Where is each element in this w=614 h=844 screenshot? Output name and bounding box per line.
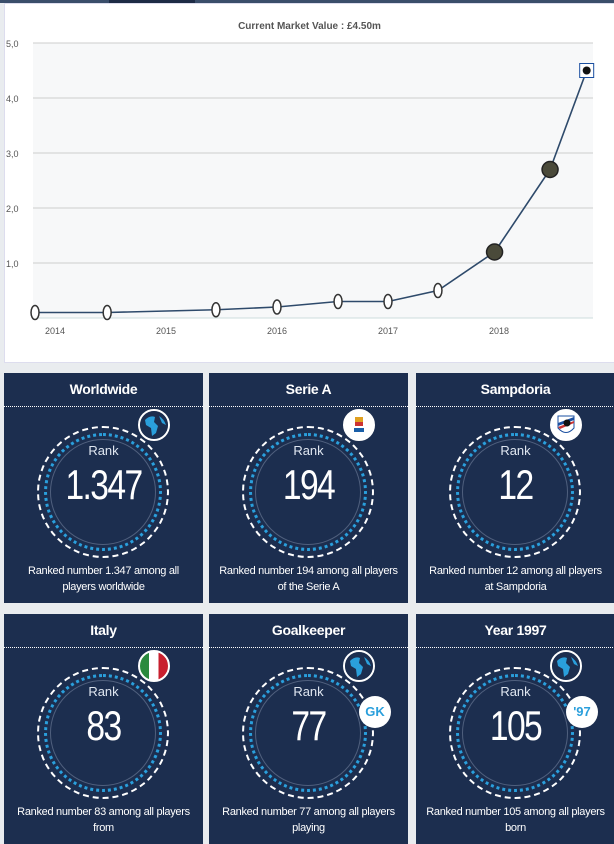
rank-ring-outer xyxy=(37,667,169,799)
rank-description: Ranked number 83 among all players from xyxy=(17,806,190,834)
rank-card-sampdoria: Sampdoria Rank 12 Ranked number 12 among… xyxy=(416,373,614,603)
rank-label: Rank xyxy=(293,443,324,458)
rank-value: 12 xyxy=(498,461,534,508)
rank-card-goalkeeper: Goalkeeper Rank 77 GK Ranked number 77 a… xyxy=(209,614,408,844)
rank-ring-progress xyxy=(44,433,162,551)
juventus-crest-marker xyxy=(102,304,112,321)
market-value-chart-panel: Current Market Value : £4.50m 5,0 4,0 3,0 2… xyxy=(4,3,614,363)
active-tab-indicator xyxy=(109,0,195,3)
rank-description: Ranked number 77 among all players playi… xyxy=(222,806,395,834)
y-tick-label: 3,0 xyxy=(6,149,19,159)
rank-card-title: Worldwide xyxy=(4,373,203,407)
x-tick-label: 2015 xyxy=(156,326,176,336)
serie-a-logo-icon xyxy=(343,409,375,441)
rank-ring-inner xyxy=(50,439,156,545)
top-nav-bar xyxy=(0,0,614,3)
juventus-crest-marker xyxy=(30,304,40,321)
rank-ring-inner xyxy=(50,680,156,786)
x-tick-label: 2016 xyxy=(267,326,287,336)
rank-ring-outer xyxy=(37,426,169,558)
market-value-chart: 5,0 4,0 3,0 2,0 1,0 2014 2015 2016 2017 2018 xyxy=(6,39,595,336)
rank-description: Ranked number 12 among all players at Sa… xyxy=(429,565,602,593)
rank-card-year-1997: Year 1997 Rank 105 '97 Ranked number 105… xyxy=(416,614,614,844)
rank-ring-inner xyxy=(462,439,568,545)
rank-description: Ranked number 1.347 among all players wo… xyxy=(28,565,179,593)
rank-value: 77 xyxy=(291,702,327,749)
rank-description: Ranked number 194 among all players of t… xyxy=(219,565,398,593)
rank-ring-progress xyxy=(44,674,162,792)
rank-label: Rank xyxy=(293,684,324,699)
rank-ring-outer xyxy=(242,426,374,558)
rank-ring-inner xyxy=(255,439,361,545)
y-tick-label: 2,0 xyxy=(6,204,19,214)
rank-label: Rank xyxy=(88,443,119,458)
club-crest-marker xyxy=(541,160,559,179)
rank-ring-inner xyxy=(255,680,361,786)
rank-card-title: Italy xyxy=(4,614,203,648)
rank-ring-progress xyxy=(456,674,574,792)
rank-value: 83 xyxy=(86,702,122,749)
rank-ring-progress xyxy=(249,674,367,792)
rank-ring-progress xyxy=(456,433,574,551)
sampdoria-crest-dot xyxy=(582,66,591,75)
rank-label: Rank xyxy=(500,684,531,699)
italy-flag-icon xyxy=(138,650,170,682)
rank-tag-badge: GK xyxy=(359,696,391,728)
plot-area xyxy=(33,43,593,318)
rank-card-title: Year 1997 xyxy=(416,614,614,648)
juventus-crest-marker xyxy=(383,293,393,310)
y-tick-label: 1,0 xyxy=(6,259,19,269)
rank-ring-inner xyxy=(462,680,568,786)
rank-ring-outer xyxy=(242,667,374,799)
chart-title: Current Market Value : £4.50m xyxy=(238,21,381,32)
rank-description: Ranked number 105 among all players born xyxy=(426,806,605,834)
y-tick-label: 4,0 xyxy=(6,94,19,104)
rank-ring-outer xyxy=(449,426,581,558)
sampdoria-crest-icon xyxy=(550,409,582,441)
rank-card-serie-a: Serie A Rank 194 Ranked number 194 among… xyxy=(209,373,408,603)
juventus-crest-marker xyxy=(333,293,343,310)
rank-ring-outer xyxy=(449,667,581,799)
x-tick-label: 2017 xyxy=(378,326,398,336)
rank-tag-badge: '97 xyxy=(566,696,598,728)
juventus-crest-marker xyxy=(272,299,282,315)
globe-icon xyxy=(343,650,375,682)
rank-card-title: Goalkeeper xyxy=(209,614,408,648)
rank-card-title: Serie A xyxy=(209,373,408,407)
juventus-crest-marker xyxy=(433,282,443,299)
rank-label: Rank xyxy=(500,443,531,458)
club-crest-marker xyxy=(485,243,504,261)
series-line xyxy=(35,70,588,314)
rank-value: 105 xyxy=(489,702,543,749)
rank-card-title: Sampdoria xyxy=(416,373,614,407)
rank-label: Rank xyxy=(88,684,119,699)
x-tick-label: 2014 xyxy=(45,326,65,336)
rank-value: 194 xyxy=(282,461,336,508)
x-tick-label: 2018 xyxy=(489,326,509,336)
rank-value: 1.347 xyxy=(65,461,143,508)
y-tick-label: 5,0 xyxy=(6,39,19,49)
rank-card-italy: Italy Rank 83 Ranked number 83 among all… xyxy=(4,614,203,844)
globe-icon xyxy=(138,409,170,441)
globe-icon xyxy=(550,650,582,682)
rank-ring-progress xyxy=(249,433,367,551)
juventus-crest-marker xyxy=(211,302,221,318)
rank-card-worldwide: Worldwide Rank 1.347 Ranked number 1.347… xyxy=(4,373,203,603)
